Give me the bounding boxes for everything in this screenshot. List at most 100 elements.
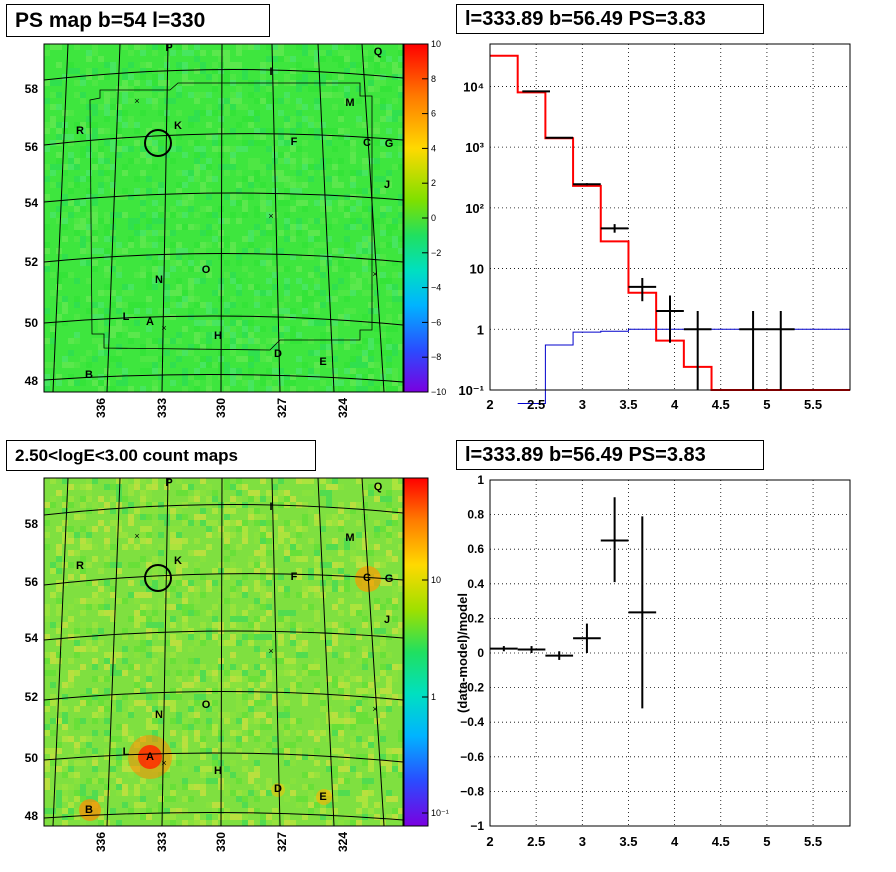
count-colorbar-tick-label: 10⁻¹: [431, 808, 449, 818]
count-colorbar-tick-label: 10: [431, 575, 441, 585]
spectrum-point: [600, 224, 629, 233]
source-marker: ×: [161, 323, 166, 333]
map-x-tick-label: 324: [336, 832, 350, 852]
residual-point: [517, 646, 546, 653]
source-marker: ×: [134, 531, 139, 541]
count-map-grid: [44, 478, 403, 826]
residuals-y-tick-label: 0.6: [467, 542, 484, 556]
ps-source-label: H: [214, 330, 222, 342]
spectrum-data-points: [522, 90, 795, 390]
spectrum-x-tick-label: 4.5: [712, 397, 730, 412]
residuals-data-points: [490, 497, 657, 709]
ps-source-label: C: [363, 137, 371, 149]
ps-colorbar-tick-label: 2: [431, 178, 436, 188]
ps-source-label: B: [85, 369, 93, 381]
source-marker: ×: [268, 646, 273, 656]
map-y-tick-label: 56: [25, 140, 39, 154]
ps-map-title: PS map b=54 l=330: [6, 4, 270, 37]
source-marker: ×: [161, 758, 166, 768]
roi-circle: [144, 129, 172, 157]
ps-source-label: Q: [374, 46, 383, 58]
count-map-y-ticks: 48 50 52 54 56 58: [25, 517, 39, 823]
roi-circle-count: [144, 564, 172, 592]
ps-source-label: E: [319, 356, 326, 368]
ps-map-source-labels: P Q I M R K F C G J N O L A H D E B × × × ×: [76, 42, 393, 381]
ps-source-label: R: [76, 125, 84, 137]
ps-colorbar-tick-label: 8: [431, 74, 436, 84]
ps-map-panel: P Q I M R K F C G J N O L A H D E B × × × × 336 333 330 327 324 4…: [25, 39, 447, 418]
count-map-panel: P Q I M R K F C G J N O L A H D E B × × × × 336 333 330 327 324 4…: [25, 477, 449, 852]
count-colorbar-tick-label: 1: [431, 692, 436, 702]
residuals-x-tick-label: 2: [486, 834, 493, 849]
count-map-x-ticks: 336 333 330 327 324: [94, 832, 350, 852]
source-marker: ×: [372, 704, 377, 714]
count-colorbar: [403, 477, 429, 827]
ps-colorbar-tick-label: 10: [431, 39, 441, 49]
spectrum-point: [766, 311, 795, 390]
count-source-label: C: [363, 572, 371, 584]
residuals-frame: [489, 479, 851, 827]
residuals-x-ticks: 2 2.5 3 3.5 4 4.5 5 5.5: [486, 834, 822, 849]
residuals-x-tick-label: 3.5: [619, 834, 637, 849]
spectrum-point: [573, 183, 601, 186]
residual-point: [600, 497, 629, 583]
spectrum-y-tick-label: 10²: [465, 201, 484, 216]
map-y-tick-label: 48: [25, 809, 39, 823]
count-source-label: F: [291, 571, 298, 583]
map-y-tick-label: 58: [25, 82, 39, 96]
spectrum-x-tick-label: 4: [671, 397, 679, 412]
residuals-x-tick-label: 3: [579, 834, 586, 849]
count-source-label: O: [202, 699, 211, 711]
count-source-label: Q: [374, 481, 383, 493]
spectrum-frame: [489, 43, 851, 391]
count-source-label: L: [123, 746, 130, 758]
ps-map-frame: [43, 43, 404, 393]
residuals-y-tick-label: −0.4: [460, 715, 484, 729]
count-source-label: R: [76, 560, 84, 572]
map-y-tick-label: 50: [25, 751, 39, 765]
map-y-tick-label: 54: [25, 196, 39, 210]
residuals-x-tick-label: 4: [671, 834, 679, 849]
residuals-x-tick-label: 2.5: [527, 834, 545, 849]
map-x-tick-label: 336: [94, 832, 108, 852]
spectrum-y-tick-label: 10⁻¹: [458, 383, 484, 398]
source-marker: ×: [268, 211, 273, 221]
residual-point: [628, 516, 657, 709]
ps-source-label: L: [123, 311, 130, 323]
spectrum-point: [628, 277, 657, 302]
map-x-tick-label: 327: [275, 398, 289, 418]
count-source-label: E: [319, 791, 326, 803]
ps-source-label: G: [385, 138, 394, 150]
map-y-tick-label: 54: [25, 631, 39, 645]
ps-source-label: P: [165, 42, 172, 54]
count-source-label: G: [385, 573, 394, 585]
residuals-y-ticks: 1 0.8 0.6 0.4 0.2 0 −0.2 −0.4 −0.6 −0.8 −1: [460, 473, 484, 833]
ps-map-grid: [44, 44, 403, 392]
spectrum-point: [522, 90, 550, 93]
count-colorbar-ticks: 10 1 10⁻¹: [422, 575, 449, 818]
ps-colorbar-tick-label: 0: [431, 213, 436, 223]
residual-point: [545, 651, 574, 660]
spectrum-point: [656, 295, 684, 343]
count-source-label: A: [146, 751, 154, 763]
spectrum-y-tick-label: 10⁴: [463, 79, 484, 94]
residual-point: [490, 646, 518, 652]
residuals-x-tick-label: 5.5: [804, 834, 822, 849]
ps-colorbar-ticks: 10 8 6 4 2 0 −2 −4 −6 −8 −10: [422, 39, 446, 397]
spectrum-x-tick-label: 3.5: [619, 397, 637, 412]
source-marker: ×: [134, 96, 139, 106]
residuals-x-tick-label: 5: [763, 834, 770, 849]
ps-source-label: K: [174, 120, 182, 132]
map-y-tick-label: 58: [25, 517, 39, 531]
count-source-label: K: [174, 555, 182, 567]
residuals-y-tick-label: 0.2: [467, 611, 484, 625]
spectrum-x-tick-label: 5: [763, 397, 770, 412]
map-y-tick-label: 50: [25, 316, 39, 330]
ps-source-label: D: [274, 348, 282, 360]
residuals-y-tick-label: −0.2: [460, 681, 484, 695]
count-source-label: B: [85, 804, 93, 816]
count-source-label: I: [269, 501, 272, 513]
spectrum-x-tick-label: 5.5: [804, 397, 822, 412]
ps-colorbar-tick-label: 4: [431, 143, 436, 153]
